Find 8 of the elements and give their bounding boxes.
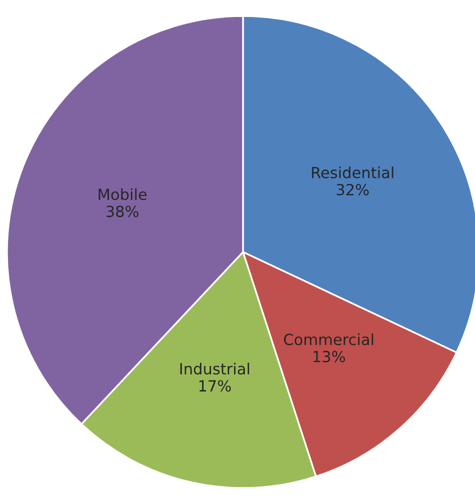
slice-label: Industrial bbox=[180, 362, 250, 375]
slice-label: Mobile bbox=[98, 188, 147, 200]
data-label: 13% bbox=[314, 350, 345, 362]
data-label: 17% bbox=[199, 380, 231, 392]
data-label: 32% bbox=[336, 184, 369, 196]
slice-label: Commercial bbox=[284, 333, 374, 346]
data-label: 38% bbox=[106, 206, 138, 218]
slice-label: Residential bbox=[312, 166, 394, 178]
